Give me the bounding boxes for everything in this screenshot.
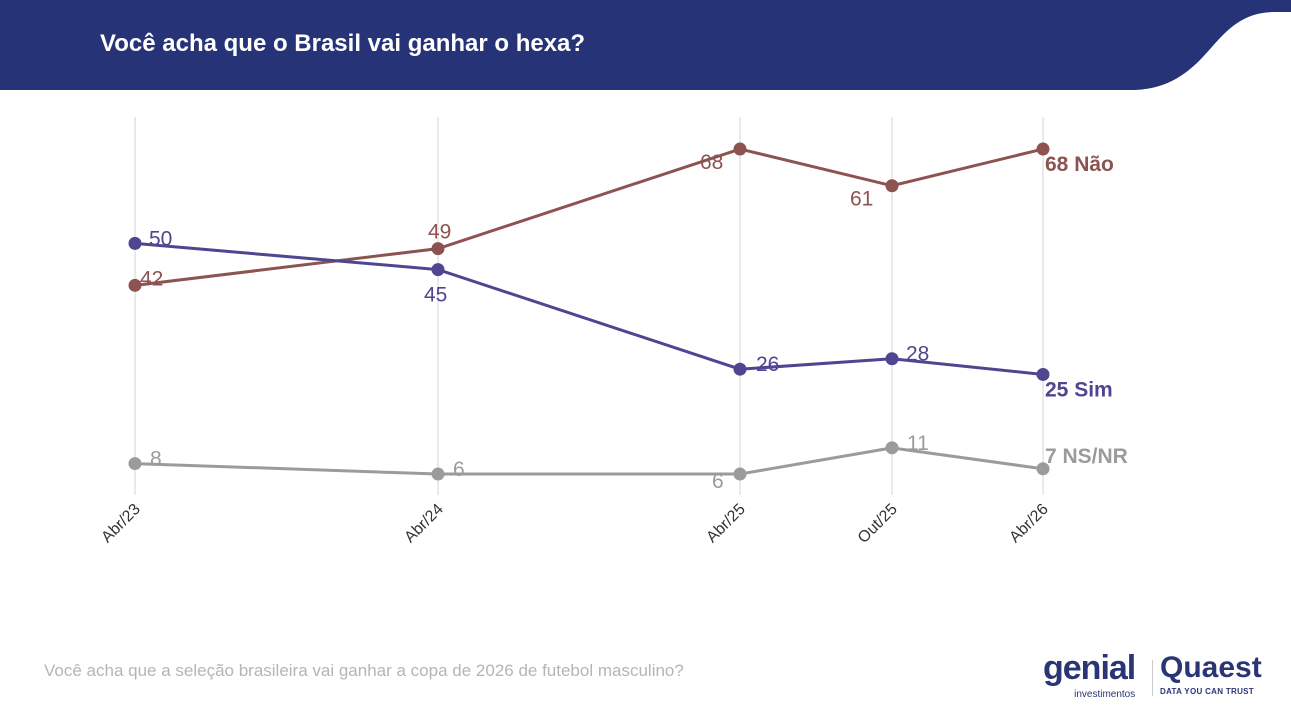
logo-divider <box>1152 660 1153 696</box>
header-banner <box>0 0 1291 90</box>
x-tick-label: Abr/25 <box>703 501 748 546</box>
page-title: Você acha que o Brasil vai ganhar o hexa… <box>100 30 586 57</box>
end-label-Sim: 25 Sim <box>1045 378 1113 401</box>
data-point <box>733 467 747 481</box>
genial-wordmark: genial <box>1043 649 1136 687</box>
genial-subtitle: investimentos <box>1074 688 1136 700</box>
x-tick-label: Out/25 <box>855 501 901 547</box>
data-label: 50 <box>149 227 172 250</box>
quaest-wordmark: Quaest <box>1160 651 1262 684</box>
data-point <box>885 352 899 366</box>
data-point <box>1036 462 1050 476</box>
end-label-NS/NR: 7 NS/NR <box>1045 445 1128 468</box>
genial-logo: genial investimentos <box>1043 648 1136 701</box>
data-point <box>431 467 445 481</box>
quaest-tagline: DATA YOU CAN TRUST <box>1160 687 1254 696</box>
data-label: 26 <box>756 353 779 376</box>
data-point <box>1036 142 1050 156</box>
data-point <box>885 179 899 193</box>
data-label: 28 <box>906 343 929 366</box>
data-point <box>128 236 142 250</box>
footer-question: Você acha que a seleção brasileira vai g… <box>44 661 684 680</box>
data-label: 61 <box>850 188 873 211</box>
data-label: 6 <box>712 470 724 493</box>
quaest-logo: Quaest DATA YOU CAN TRUST <box>1160 650 1262 697</box>
data-point <box>128 457 142 471</box>
series-line-Não <box>134 147 1044 287</box>
data-label: 42 <box>140 267 163 290</box>
data-label: 49 <box>428 221 451 244</box>
data-point <box>128 278 142 292</box>
x-tick-label: Abr/23 <box>98 501 143 546</box>
data-point <box>733 362 747 376</box>
data-label: 45 <box>424 284 447 307</box>
x-tick-label: Abr/24 <box>401 501 446 546</box>
end-label-Não: 68 Não <box>1045 153 1114 176</box>
data-point <box>885 441 899 455</box>
data-point <box>431 242 445 256</box>
line-chart: Abr/23 Abr/24 Abr/25 Out/25 Abr/264249686168… <box>98 117 1128 547</box>
data-label: 68 <box>700 151 723 174</box>
data-point <box>733 142 747 156</box>
data-label: 11 <box>907 432 929 455</box>
x-tick-label: Abr/26 <box>1006 501 1051 546</box>
data-label: 8 <box>150 448 162 471</box>
data-point <box>431 263 445 277</box>
data-label: 6 <box>453 458 465 481</box>
data-point <box>1036 367 1050 381</box>
